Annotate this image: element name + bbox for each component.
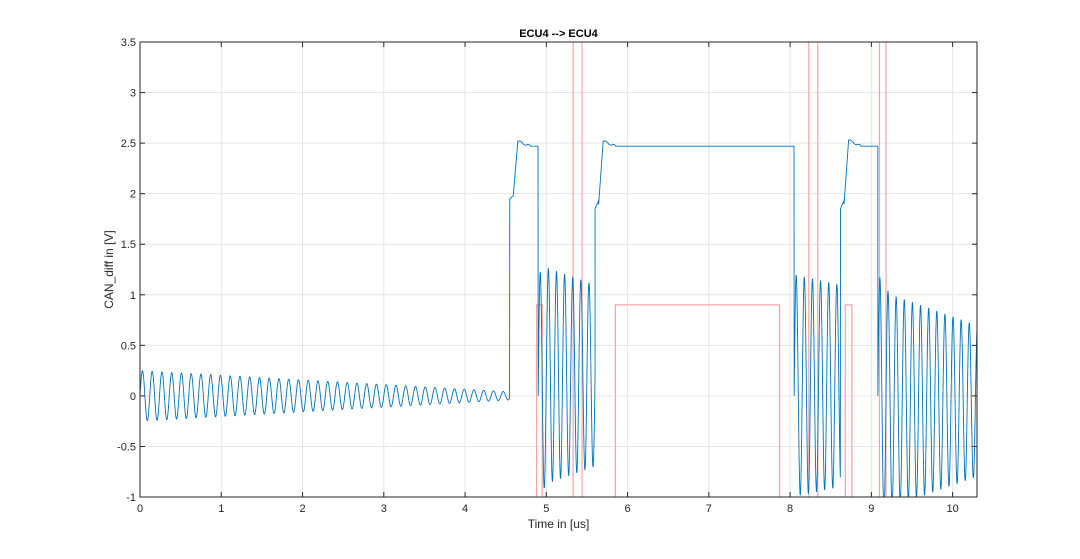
x-axis-ticks: 0 1 2 3 4 5 6 7 8 9 10: [137, 42, 959, 515]
x-tick-label: 0: [137, 503, 143, 515]
signal-series: [140, 139, 977, 497]
axes-box: [139, 41, 978, 498]
x-tick-label: 4: [462, 503, 468, 515]
x-tick-label: 9: [868, 503, 874, 515]
x-tick-label: 3: [381, 503, 387, 515]
y-tick-label: 3: [130, 88, 136, 100]
x-tick-label: 7: [706, 503, 712, 515]
signal-line: [140, 139, 977, 497]
x-axis-label: Time in [us]: [528, 517, 590, 531]
x-tick-label: 10: [946, 503, 958, 515]
y-axis-label: CAN_diff in [V]: [102, 230, 116, 308]
x-tick-label: 5: [543, 503, 549, 515]
marker-lines: [535, 42, 887, 497]
y-tick-label: 1.5: [121, 239, 136, 251]
marker-pulse: [844, 304, 853, 497]
x-tick-label: 8: [787, 503, 793, 515]
x-tick-label: 6: [625, 503, 631, 515]
y-tick-label: -0.5: [117, 441, 136, 453]
x-tick-label: 2: [299, 503, 305, 515]
y-tick-label: 3.5: [121, 37, 136, 49]
y-tick-label: 2: [130, 189, 136, 201]
y-axis-ticks: 3.5 3 2.5 2 1.5 1 0.5 0 -0.5 -1: [117, 37, 977, 504]
chart-title: ECU4 --> ECU4: [519, 28, 598, 40]
y-tick-label: 2.5: [121, 138, 136, 150]
y-tick-label: 1: [130, 290, 136, 302]
y-tick-label: 0.5: [121, 340, 136, 352]
x-tick-label: 1: [218, 503, 224, 515]
y-tick-label: 0: [130, 391, 136, 403]
y-tick-label: -1: [126, 492, 136, 504]
marker-pulse: [614, 304, 781, 497]
